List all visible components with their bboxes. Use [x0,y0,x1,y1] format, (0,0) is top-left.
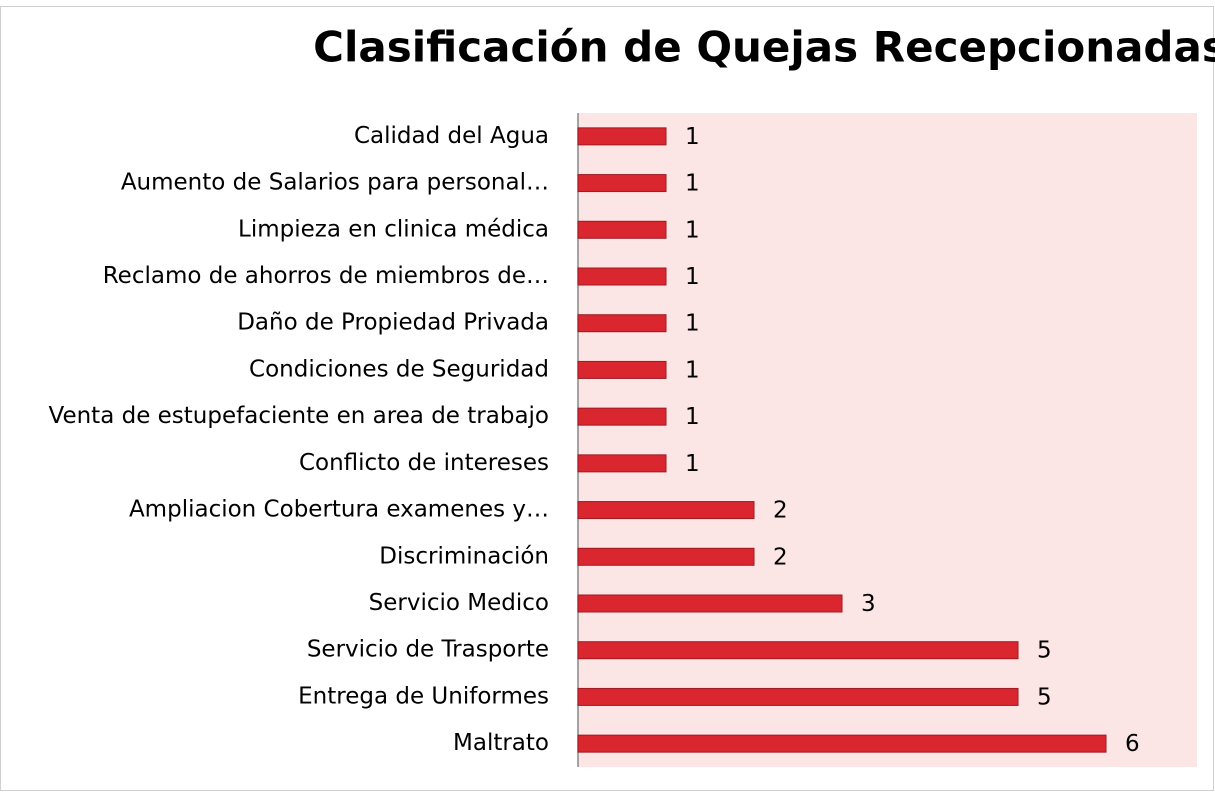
y-tick-label: Limpieza en clinica médica [238,216,549,242]
plot-area [578,113,1197,767]
y-tick-label: Maltrato [453,730,549,756]
y-tick-label: Condiciones de Seguridad [249,356,549,382]
chart-title: Clasificación de Quejas Recepcionadas [313,23,1215,72]
data-label: 2 [773,498,788,524]
data-label: 1 [685,171,700,197]
y-tick-label: Daño de Propiedad Privada [237,310,549,336]
y-tick-label: Reclamo de ahorros de miembros de… [103,263,549,289]
bar [577,734,1107,753]
data-label: 2 [773,544,788,570]
y-tick-label: Discriminación [379,543,549,569]
bar [577,547,755,566]
bar [577,594,843,613]
bar [577,360,667,379]
bar [577,314,667,333]
bar [577,454,667,473]
bar [577,220,667,239]
data-label: 1 [685,311,700,337]
y-tick-label: Servicio Medico [369,590,549,616]
data-label: 1 [685,124,700,150]
data-label: 1 [685,264,700,290]
bar [577,407,667,426]
data-label: 6 [1125,731,1140,757]
bar [577,267,667,286]
y-tick-label: Aumento de Salarios para personal… [121,170,549,196]
bar [577,501,755,520]
bar [577,174,667,193]
data-label: 5 [1037,684,1052,710]
data-label: 1 [685,217,700,243]
data-label: 5 [1037,638,1052,664]
y-tick-label: Venta de estupefaciente en area de traba… [49,403,550,429]
bar [577,641,1019,660]
data-label: 1 [685,357,700,383]
y-tick-label: Conflicto de intereses [299,450,549,476]
y-tick-label: Servicio de Trasporte [307,637,549,663]
y-tick-label: Entrega de Uniformes [298,683,549,709]
y-tick-label: Calidad del Agua [354,123,549,149]
y-tick-label: Ampliacion Cobertura examenes y… [129,497,549,523]
bar [577,687,1019,706]
data-label: 3 [861,591,876,617]
data-label: 1 [685,404,700,430]
data-label: 1 [685,451,700,477]
bar [577,127,667,146]
